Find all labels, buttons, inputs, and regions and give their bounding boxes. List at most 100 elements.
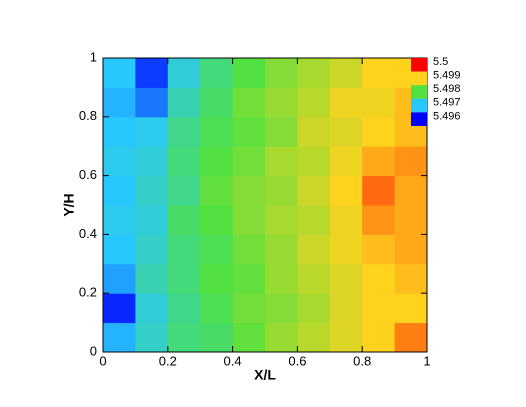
contour-cell [362, 58, 396, 88]
contour-cell [135, 205, 169, 235]
contour-cell [232, 116, 266, 147]
contour-cell [232, 87, 266, 118]
contour-cell [167, 58, 201, 88]
contour-cell [265, 293, 298, 324]
contour-cell [329, 87, 363, 118]
y-tick-label: 0.6 [79, 167, 97, 182]
contour-cell [200, 146, 234, 177]
contour-cell [135, 116, 169, 147]
contour-cell [135, 175, 169, 206]
y-tick-label: 1 [90, 49, 97, 64]
contour-cell [362, 263, 396, 294]
legend-swatch [411, 58, 427, 72]
contour-cell [167, 322, 201, 353]
contour-cell [362, 175, 396, 206]
contour-cell [329, 175, 363, 206]
contour-cell [362, 146, 396, 177]
contour-cell [103, 293, 136, 324]
contour-cell [297, 87, 331, 118]
legend-swatch [411, 71, 427, 86]
x-tick-label: 0.4 [224, 353, 242, 368]
contour-cell [362, 205, 396, 235]
contour-cell [200, 175, 234, 206]
contour-cell [135, 263, 169, 294]
contour-cell [135, 234, 169, 265]
contour-cell [200, 58, 234, 88]
legend-swatch [411, 98, 427, 113]
y-tick-label: 0.4 [79, 226, 97, 241]
contour-cell [265, 87, 298, 118]
legend-label: 5.5 [433, 56, 448, 68]
y-tick-label: 0.2 [79, 285, 97, 300]
y-tick-label: 0 [90, 343, 97, 358]
contour-cell [297, 205, 331, 235]
x-tick-label: 1 [423, 353, 430, 368]
contour-cell [297, 322, 331, 353]
contour-cell [329, 58, 363, 88]
contour-cell [200, 87, 234, 118]
x-tick-label: 0.2 [159, 353, 177, 368]
contour-cell [200, 234, 234, 265]
contour-cell [103, 175, 136, 206]
contour-cell [297, 234, 331, 265]
contour-cell [167, 263, 201, 294]
contour-cell [167, 87, 201, 118]
contour-cell [103, 116, 136, 147]
contour-cell [232, 175, 266, 206]
contour-cell [362, 234, 396, 265]
contour-cell [329, 263, 363, 294]
contour-cell [103, 263, 136, 294]
contour-cell [297, 116, 331, 147]
contour-cell [103, 87, 136, 118]
contour-cell [265, 116, 298, 147]
contour-cell [135, 293, 169, 324]
contour-cell [135, 322, 169, 353]
contour-cell [103, 322, 136, 353]
contour-cell [394, 293, 428, 324]
contour-cell [265, 234, 298, 265]
legend-label: 5.497 [433, 97, 461, 109]
contour-cell [297, 263, 331, 294]
contour-cell [362, 322, 396, 353]
contour-cell [329, 322, 363, 353]
contour-cell [329, 293, 363, 324]
y-tick-label: 0.8 [79, 108, 97, 123]
axes: 0 0.2 0.4 0.6 0.8 100.20.40.60.81 5.55.4995.49… [79, 49, 461, 368]
x-tick-label: 0 [99, 353, 106, 368]
contour-cell [329, 116, 363, 147]
contour-cell [167, 146, 201, 177]
contour-cell [167, 293, 201, 324]
contour-cell [394, 175, 428, 206]
contour-cell [394, 205, 428, 235]
contour-cell [297, 293, 331, 324]
contour-cell [200, 205, 234, 235]
contour-cell [103, 234, 136, 265]
contour-cell [135, 87, 169, 118]
contour-cell [394, 263, 428, 294]
contour-cell [103, 146, 136, 177]
contour-cell [329, 205, 363, 235]
contour-cell [297, 146, 331, 177]
contour-cell [297, 58, 331, 88]
contour-cell [265, 205, 298, 235]
contour-cell [394, 146, 428, 177]
legend-label: 5.498 [433, 83, 461, 95]
contour-cell [103, 205, 136, 235]
contour-cell [329, 146, 363, 177]
contour-cell [167, 234, 201, 265]
contour-cell [265, 322, 298, 353]
contour-cell [103, 58, 136, 88]
contour-cell [232, 234, 266, 265]
contour-cell [297, 175, 331, 206]
contour-cell [135, 58, 169, 88]
contour-cell [362, 87, 396, 118]
contour-cell [167, 116, 201, 147]
contour-cell [265, 58, 298, 88]
contour-cell [232, 205, 266, 235]
y-axis-label: Y/H [61, 193, 77, 216]
contour-cell [232, 146, 266, 177]
contour-field [103, 58, 428, 353]
contour-cell [167, 175, 201, 206]
x-tick-label: 0.6 [288, 353, 306, 368]
